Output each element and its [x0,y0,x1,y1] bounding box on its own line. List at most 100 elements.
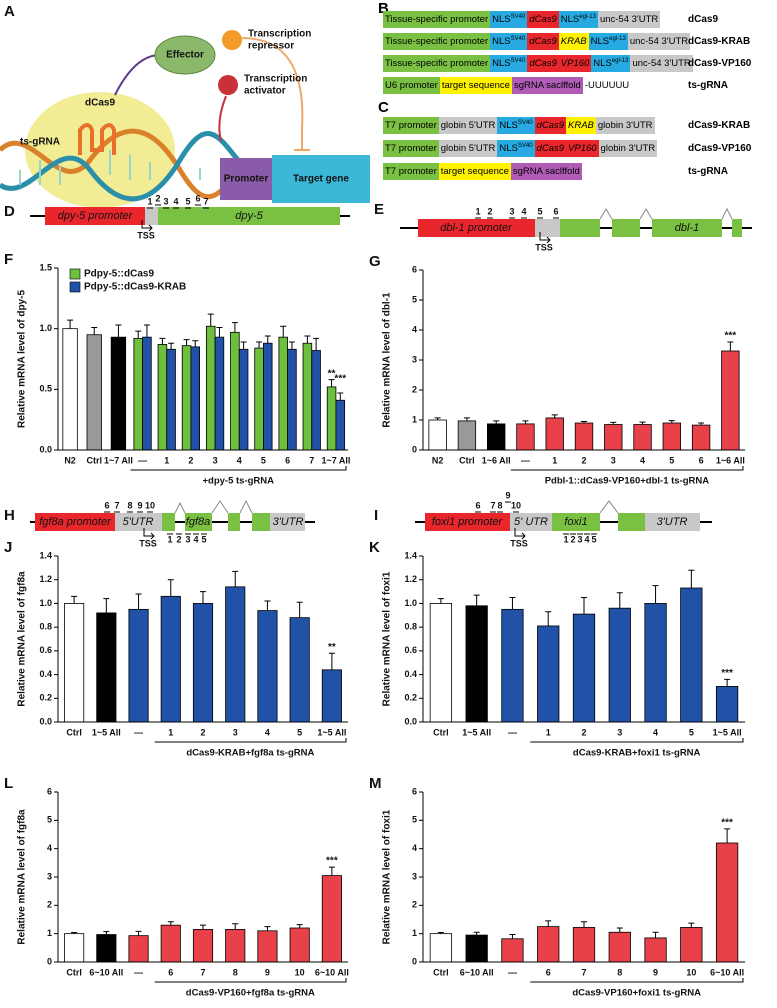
y-tick-label: 0.2 [404,693,417,703]
significance: *** [721,668,733,679]
y-tick-label: 2 [412,384,417,394]
legend-swatch [69,281,81,293]
error-bar [688,922,695,928]
segment-text: KRAB [560,36,587,47]
error-bar [610,421,617,425]
segment-text: dCas9 [529,58,557,69]
x-tick-label: 1 [546,727,551,737]
x-tick-label: 1~6 All [716,455,745,465]
error-bar [668,420,675,423]
site-label: 2 [487,206,492,216]
segment-text: globin 3'UTR [600,143,656,154]
group-bracket [154,978,347,983]
site-label: 8 [497,500,502,510]
x-tick-label: 1~5 All [462,727,491,737]
panel-letter: A [4,3,15,20]
error-bar [135,930,142,936]
error-bar [581,921,587,928]
x-tick-label: Ctrl [87,455,103,465]
bar [465,934,488,963]
segment-sup: SV40 [510,13,526,20]
construct-segment: unc-54 3'UTR [630,55,693,72]
gene-label: 3'UTR [273,516,304,528]
x-axis-label: Pdbl-1::dCas9-VP160+dbl-1 ts-gRNA [545,476,710,487]
bar [321,669,342,723]
bar [457,420,477,451]
gene-box [158,207,340,225]
x-tick-label: 2 [581,727,586,737]
gene-label: dpy-5 [235,210,263,222]
error-bar [159,337,166,345]
error-bar [200,591,206,604]
construct-segment: T7 promoter [383,163,439,180]
error-bar [616,927,623,933]
construct-name: dCas9 [688,14,719,25]
x-tick-label: 9 [653,967,658,977]
bar [128,935,149,963]
bar [238,348,249,451]
introns [599,500,619,514]
dcas9-label: dCas9 [85,98,115,109]
segment-sup: SV40 [510,35,526,42]
segment-text: -UUUUUU [584,80,630,91]
error-bar [288,341,295,350]
promoter-label: Promoter [224,174,269,185]
x-tick-label: 1 [552,455,557,465]
gene-label: dbl-1 promoter [440,222,513,234]
y-tick-label: 0.6 [39,645,52,655]
y-tick-label: 1 [47,928,52,938]
segment-text: VP160 [568,143,597,154]
segment-text: target sequence [441,80,510,91]
bar [160,595,181,723]
bar [537,926,560,963]
segment-text: NLS [590,36,610,47]
bar [190,346,201,451]
gene-label: dbl-1 [675,222,699,234]
segment-text: NLS [499,143,518,154]
segment-text: T7 promoter [385,166,437,177]
construct-segment: NLSSV40 [497,140,535,157]
error-bar [296,924,303,928]
gene-label: 5' UTR [514,516,548,528]
site-label: 9 [137,500,142,510]
construct-segment: Tissue-specific promoter [383,11,491,28]
error-bar [207,313,214,327]
construct-name: ts-gRNA [688,166,728,177]
error-bar [91,326,98,335]
x-tick-label: 1 [168,727,173,737]
error-bar [328,652,335,670]
construct-segment: dCas9 [527,11,559,28]
bar [574,422,594,451]
bar [287,348,297,451]
construct-segment: NLSSV40 [490,11,528,28]
y-tick-label: 1.4 [39,550,52,560]
error-bar [232,923,239,930]
x-tick-label: 10 [686,967,696,977]
error-bar [437,598,444,604]
x-tick-label: 1 [164,455,169,465]
panel-letter: K [369,539,380,556]
significance: ** [328,642,336,653]
y-tick-label: 4 [412,843,417,853]
utr-box [145,207,158,225]
construct-row: Tissue-specific promoter NLSSV40 dCas9 NLSe… [383,11,661,28]
segment-text: NLS [492,36,511,47]
bar [133,337,143,451]
error-bar [103,598,110,613]
y-tick-label: 0.6 [404,645,417,655]
construct-segment: Tissue-specific promoter [383,55,491,72]
construct-segment: T7 promoter [383,117,439,134]
group-bracket [130,466,347,471]
site-label: 7 [203,196,208,206]
y-tick-label: 0.4 [39,669,52,679]
construct-segment: T7 promoter [383,140,439,157]
panel-letter: E [374,201,384,218]
x-tick-label: — [134,727,143,737]
construct-segment: sgRNA saclffold [510,163,582,180]
segment-sup: SV40 [517,119,533,126]
segment-sup: egl-13 [579,13,596,20]
x-axis-label: +dpy-5 ts-gRNA [202,476,274,487]
gene-label: foxi1 promoter [432,516,504,528]
panel-letter: M [369,775,382,792]
error-bar [143,324,150,338]
